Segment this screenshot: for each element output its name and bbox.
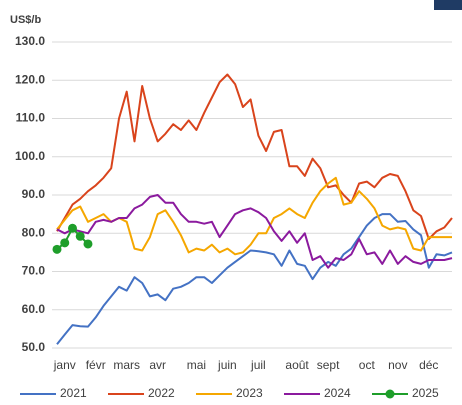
- data-point: [83, 239, 93, 249]
- legend-label: 2023: [236, 386, 263, 400]
- x-tick-label: juin: [217, 358, 237, 372]
- series-line: [56, 176, 452, 256]
- x-tick-label: juil: [250, 358, 266, 372]
- y-tick-label: 110.0: [16, 111, 46, 125]
- series-line: [56, 194, 453, 269]
- x-tick-label: janv: [53, 358, 76, 372]
- y-tick-label: 90.0: [22, 187, 46, 201]
- x-tick-label: nov: [388, 358, 407, 372]
- y-tick-label: 80.0: [22, 225, 46, 239]
- unit-label: US$/b: [10, 14, 41, 26]
- data-point: [75, 231, 85, 241]
- x-tick-label: oct: [359, 358, 376, 372]
- legend-marker: [385, 389, 395, 399]
- x-tick-label: mai: [187, 358, 206, 372]
- series-line: [56, 213, 453, 345]
- series-line: [56, 73, 453, 240]
- data-point: [60, 238, 70, 248]
- y-tick-label: 100.0: [15, 149, 45, 163]
- legend-label: 2024: [324, 386, 351, 400]
- y-tick-label: 50.0: [22, 340, 46, 354]
- x-tick-label: déc: [419, 358, 438, 372]
- corner-decoration: [434, 0, 462, 10]
- x-tick-label: août: [285, 358, 309, 372]
- x-tick-label: mars: [113, 358, 140, 372]
- y-tick-label: 120.0: [15, 72, 45, 86]
- y-tick-label: 70.0: [22, 264, 46, 278]
- x-tick-label: sept: [317, 358, 340, 372]
- y-tick-label: 130.0: [15, 34, 45, 48]
- data-point: [67, 223, 77, 233]
- x-tick-label: avr: [149, 358, 166, 372]
- x-tick-label: févr: [86, 358, 106, 372]
- y-tick-label: 60.0: [22, 302, 46, 316]
- legend-label: 2021: [60, 386, 87, 400]
- legend-label: 2025: [412, 386, 439, 400]
- data-point: [52, 244, 62, 254]
- legend-label: 2022: [148, 386, 175, 400]
